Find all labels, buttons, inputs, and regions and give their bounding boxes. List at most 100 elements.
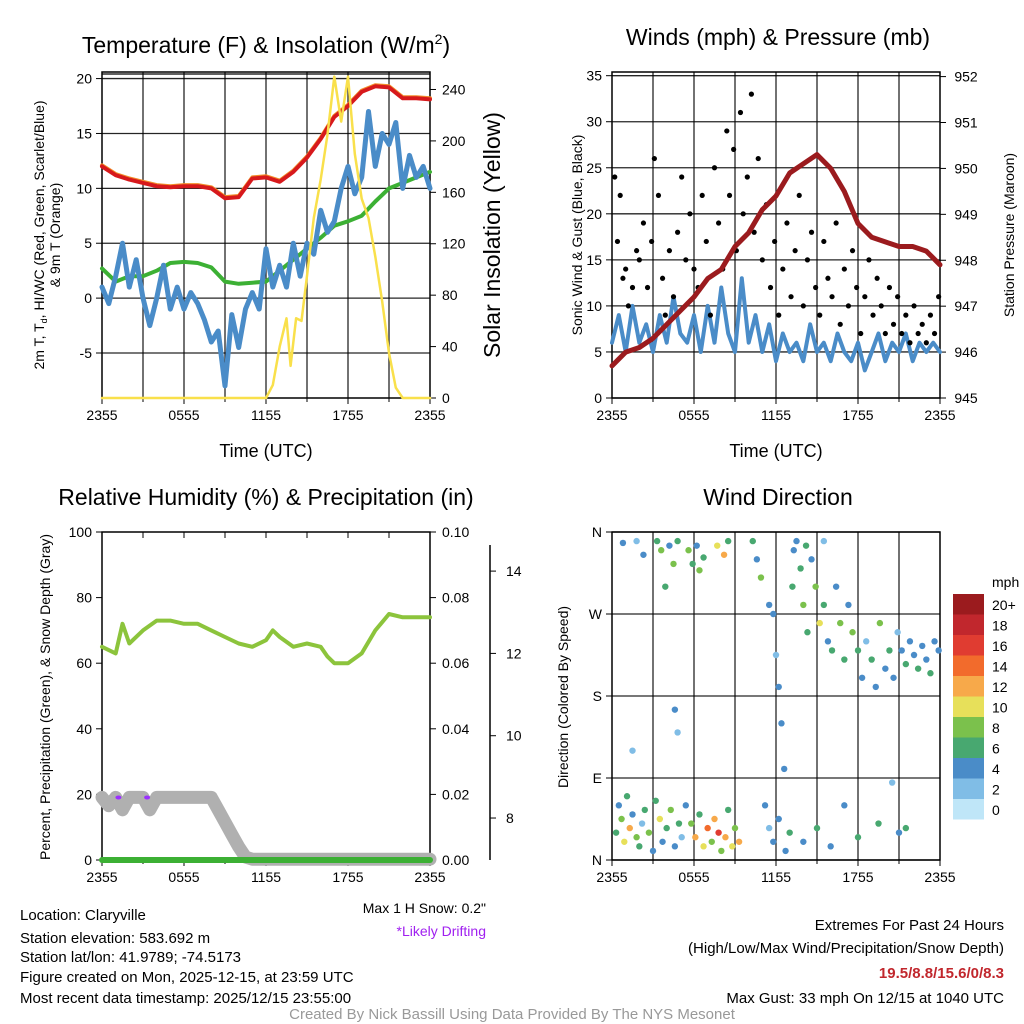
winds-xtick-label: 1755 <box>842 407 873 423</box>
rh-y2tick-label: 0.00 <box>442 852 469 868</box>
wind-direction-point <box>765 601 773 609</box>
wind-direction-point <box>649 847 657 855</box>
legend-label: 2 <box>992 782 1000 798</box>
wdir-xtick-label: 2355 <box>596 869 627 885</box>
legend-swatch <box>953 696 984 717</box>
extremes-subtitle: (High/Low/Max Wind/Precipitation/Snow De… <box>688 940 1004 957</box>
winds-ytick-label: 30 <box>586 114 602 130</box>
temp-y2label: Solar Insolation (Yellow) <box>479 112 505 358</box>
gust-point <box>634 248 640 254</box>
gust-point <box>837 321 843 327</box>
temp-ytick-label: 15 <box>76 125 92 141</box>
wind-direction-point <box>653 537 661 545</box>
gust-point <box>841 266 847 272</box>
drifting-note: *Likely Drifting <box>397 923 486 939</box>
wind-direction-point <box>663 824 670 832</box>
wind-direction-point <box>692 834 699 841</box>
gust-point <box>625 303 632 309</box>
wind-direction-point <box>813 824 821 832</box>
gust-point <box>890 321 897 327</box>
wind-direction-point <box>718 847 725 855</box>
gust-point <box>874 275 880 281</box>
snow-depth-tick-label: 10 <box>506 728 522 744</box>
gust-point <box>870 312 876 318</box>
temp-ylabel-line2: & 9m T (Orange) <box>47 183 63 288</box>
temp-chart-title: Temperature (F) & Insolation (W/m2) <box>82 31 450 58</box>
legend-label: 10 <box>992 700 1008 716</box>
station-pressure-line <box>609 152 943 369</box>
temp-ytick-label: 0 <box>84 290 92 306</box>
wind-direction-point <box>678 834 685 841</box>
gust-point <box>724 128 730 134</box>
gust-point <box>825 275 831 281</box>
gust-point <box>923 340 929 346</box>
wind-direction-point <box>688 820 695 827</box>
gust-point <box>651 155 657 162</box>
rh-ytick-label: 40 <box>76 721 92 737</box>
rh-chart-title: Relative Humidity (%) & Precipitation (i… <box>58 484 473 510</box>
gust-point <box>915 330 921 337</box>
snow-depth-tick-label: 12 <box>506 645 522 661</box>
wind-direction-point <box>845 601 852 609</box>
wind-direction-point <box>802 542 810 549</box>
solar-insolation-line <box>100 75 432 400</box>
wind-direction-point <box>675 820 683 827</box>
winds-ytick-label: 5 <box>594 344 602 360</box>
gust-point <box>617 192 623 199</box>
rh-y2tick-label: 0.08 <box>442 590 469 606</box>
gust-point <box>886 284 893 291</box>
wind-direction-point <box>636 843 643 850</box>
rh-ytick-label: 100 <box>69 524 93 540</box>
gust-point <box>614 238 621 245</box>
wdir-xtick-label: 0555 <box>678 869 709 885</box>
wind-direction-point <box>854 647 862 654</box>
wind-direction-point <box>700 843 707 850</box>
wind-direction-point <box>895 829 903 836</box>
winds-ytick-label: 20 <box>586 206 602 222</box>
gust-point <box>776 312 782 318</box>
max-snow-note: Max 1 H Snow: 0.2" <box>363 900 486 916</box>
drifting-marker <box>144 795 151 800</box>
gust-point <box>759 257 765 263</box>
created-text: Figure created on Mon, 2025-12-15, at 23… <box>20 969 354 986</box>
wind-direction-point <box>841 656 848 663</box>
wind-direction-point <box>626 824 633 832</box>
temp-y2tick-label: 200 <box>442 133 466 149</box>
winds-y2tick-label: 951 <box>954 115 978 131</box>
temp-ytick-label: 20 <box>76 71 92 87</box>
wind-direction-point <box>772 651 780 659</box>
wind-direction-point <box>832 583 840 590</box>
legend-label: 8 <box>992 720 1000 736</box>
wind-direction-point <box>715 829 722 836</box>
legend-swatch <box>953 758 984 779</box>
legend-label: 6 <box>992 741 1000 757</box>
wind-direction-point <box>886 647 893 654</box>
gust-point <box>699 192 705 199</box>
wdir-ytick-label: E <box>593 770 602 786</box>
wind-direction-point <box>872 683 879 691</box>
gust-point <box>707 312 714 318</box>
wind-direction-point <box>621 838 628 845</box>
rh-xtick-label: 1155 <box>251 869 281 885</box>
gust-point <box>744 174 750 180</box>
wind-direction-point <box>724 806 732 814</box>
wind-direction-point <box>875 820 882 827</box>
wind-direction-point <box>652 797 659 804</box>
legend-swatch <box>953 676 984 697</box>
winds-plot-frame <box>611 71 941 399</box>
rh-xtick-label: 1755 <box>332 869 363 885</box>
wdir-ytick-label: S <box>593 688 602 704</box>
wind-direction-point <box>902 660 910 668</box>
gust-point <box>862 294 868 300</box>
rh-y2tick-label: 0.10 <box>442 524 469 540</box>
wind-direction-point <box>658 547 665 554</box>
gust-point <box>866 257 872 263</box>
legend-title: mph <box>992 574 1019 590</box>
latlon-text: Station lat/lon: 41.9789; -74.5173 <box>20 949 241 966</box>
winds-y2tick-label: 946 <box>954 344 978 360</box>
gust-point <box>737 109 744 116</box>
gust-point <box>845 303 852 309</box>
wind-direction-point <box>708 838 715 845</box>
gust-point <box>931 330 938 337</box>
